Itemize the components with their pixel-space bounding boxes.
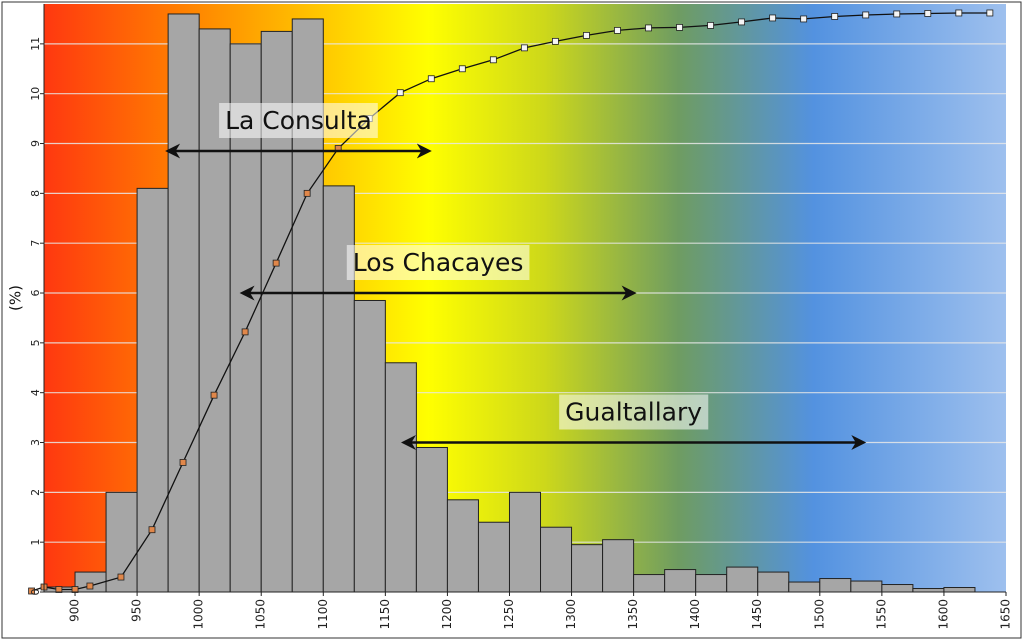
cumulative-point-1187 [427,75,435,83]
y-axis-label: (%) [7,285,25,311]
bar-1575 [912,588,945,593]
cumulative-point-962 [148,526,156,534]
y-tick-label-6: 6 [29,290,42,297]
bar-1450 [757,571,790,593]
y-tick-label-11: 11 [29,37,42,51]
cumulative-point-1287 [552,37,559,45]
cumulative-point-1087 [303,189,311,197]
x-tick-label-1600: 1600 [936,599,950,630]
bar-1275 [540,526,573,593]
y-tick-label-8: 8 [29,190,42,197]
x-tick-label-900: 900 [68,599,82,622]
axes: 0 1 2 3 4 5 6 7 8 9 10 11 900 950 1000 1050 1100 1150 1200… [7,4,1013,630]
bar-1400 [695,574,728,593]
bar-1150 [384,362,417,593]
x-tick-label-1650: 1650 [999,599,1013,630]
cumulative-point-1012 [210,391,218,399]
x-tick-label-1000: 1000 [192,599,206,630]
bar-1425 [726,566,759,593]
cumulative-point-1162 [396,89,404,97]
x-tick-label-950: 950 [130,599,144,622]
cumulative-series [28,9,994,595]
annotation-label-2: Gualtallary [559,394,709,430]
y-tick-label-3: 3 [29,439,42,446]
bar-1600 [943,587,976,593]
x-tick-label-1100: 1100 [316,599,330,630]
bar-1125 [353,299,386,593]
cumulative-point-987 [179,459,187,466]
annotation-label-0: La Consulta [219,103,378,138]
cumulative-point-1312 [583,31,590,39]
cumulative-point-887 [55,586,63,593]
bar-1350 [633,574,666,593]
y-tick-label-5: 5 [29,339,42,346]
x-tick-label-1150: 1150 [378,599,392,630]
x-tick-label-1500: 1500 [812,599,826,630]
bar-1225 [477,521,510,593]
cumulative-point-1262 [520,44,528,52]
annotation-label-1: Los Chacayes [346,245,530,281]
cumulative-point-1212 [458,65,466,73]
bar-1300 [571,544,604,593]
cumulative-point-1537 [862,11,870,19]
cumulative-point-1387 [676,24,683,31]
cumulative-point-865 [28,587,35,595]
cumulative-point-1237 [489,56,497,64]
cumulative-point-1637 [986,9,994,17]
cumulative-point-1337 [614,27,621,34]
bar-1375 [664,569,697,593]
x-tick-label-1250: 1250 [502,599,516,630]
bar-1475 [788,581,821,593]
y-tick-label-4: 4 [29,389,42,396]
cumulative-point-1512 [831,13,839,20]
y-tick-label-1: 1 [29,539,42,546]
cumulative-point-937 [117,573,125,581]
annotations: La Consulta Los Chacayes Gualtallary [165,103,867,451]
cumulative-point-1362 [645,24,652,32]
bar-1550 [881,584,914,593]
bar-1175 [415,446,448,593]
y-tick-label-7: 7 [29,240,42,247]
x-tick-label-1450: 1450 [750,599,764,630]
cumulative-point-1487 [800,15,808,23]
x-tick-label-1200: 1200 [440,599,454,630]
x-tick-label-1300: 1300 [564,599,578,630]
annotation-box-1 [346,245,530,281]
bar-1200 [446,499,479,593]
annotation-text-1: Los Chacayes [353,248,524,277]
cumulative-point-1612 [955,9,963,17]
cumulative-point-1562 [893,10,901,18]
y-tick-label-0: 0 [29,589,42,596]
x-tick-label-1400: 1400 [688,599,702,630]
bar-950 [136,187,169,593]
x-tick-label-1550: 1550 [874,599,888,630]
bar-1250 [508,491,542,593]
y-tick-label-9: 9 [29,140,42,147]
bar-975 [167,13,200,593]
cumulative-line [31,12,990,592]
cumulative-point-1412 [707,22,714,29]
y-tick-label-2: 2 [29,489,42,496]
annotation-box-2 [559,394,709,430]
cumulative-point-1462 [769,14,777,22]
annotation-box-0 [219,103,378,138]
cumulative-point-1062 [272,259,280,267]
y-tick-label-10: 10 [29,87,42,101]
x-tick-label-1350: 1350 [626,599,640,630]
bar-1325 [602,539,635,593]
cumulative-point-1587 [924,10,932,17]
x-tick-label-1050: 1050 [254,599,268,630]
annotation-text-2: Gualtallary [565,398,702,427]
cumulative-point-1437 [738,18,746,26]
bar-1525 [850,580,883,593]
bar-1500 [819,578,852,593]
annotation-text-0: La Consulta [225,106,372,135]
cumulative-point-1037 [241,328,249,336]
cumulative-point-912 [86,582,94,590]
